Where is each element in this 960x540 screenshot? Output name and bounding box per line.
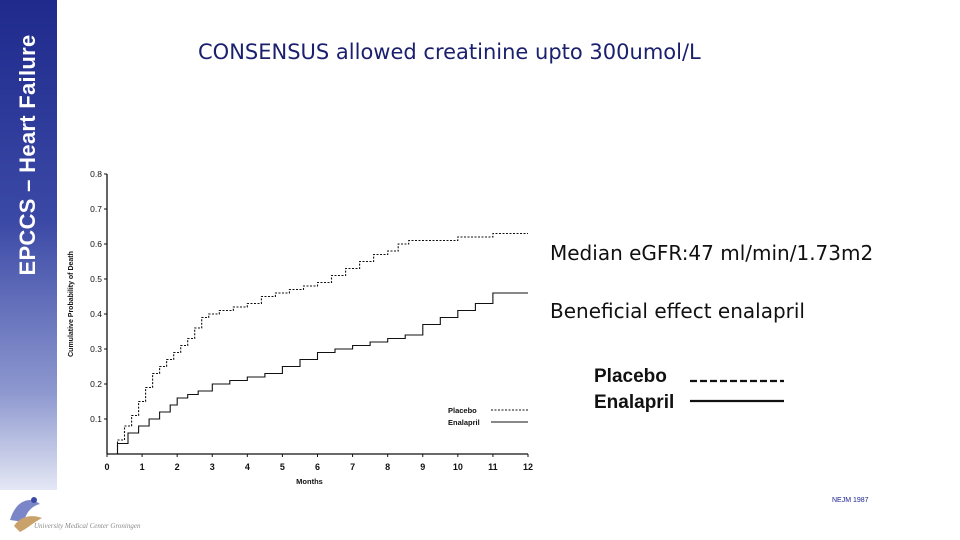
x-tick-label: 6 (315, 462, 320, 472)
y-tick-label: 0.7 (90, 204, 102, 214)
x-tick-label: 3 (210, 462, 215, 472)
legend-label-placebo: Placebo (448, 406, 477, 415)
citation: NEJM 1987 (832, 497, 869, 504)
x-tick-label: 11 (488, 462, 498, 472)
x-axis-label: Months (296, 477, 323, 486)
x-tick-label: 1 (140, 462, 145, 472)
y-tick-label: 0.4 (90, 309, 102, 319)
y-tick-label: 0.8 (90, 169, 102, 179)
survival-chart: 0.10.20.30.40.50.60.70.80 1 2 3 4 5 6 7 8 9 10 11 12… (68, 169, 533, 486)
legend-large: Placebo Enalapril (592, 366, 792, 418)
x-tick-label: 4 (245, 462, 250, 472)
y-tick-label: 0.2 (90, 379, 102, 389)
legend-large-placebo-label: Placebo (594, 366, 667, 387)
note-median-egfr: Median eGFR:47 ml/min/1.73m2 (550, 241, 874, 265)
x-tick-label: 5 (280, 462, 285, 472)
y-tick-label: 0.1 (90, 414, 102, 424)
sidebar-label: EPCCS – Heart Failure (15, 34, 40, 276)
legend-large-enalapril-line (690, 399, 784, 403)
x-tick-label: 12 (523, 462, 533, 472)
y-axis-label: Cumulative Probability of Death (68, 251, 75, 357)
x-tick-label: 0 (104, 462, 109, 472)
legend-large-placebo-line (690, 379, 784, 383)
note-beneficial-effect: Beneficial effect enalapril (550, 299, 805, 323)
x-tick-label: 7 (350, 462, 355, 472)
y-tick-label: 0.5 (90, 274, 102, 284)
legend-label-enalapril: Enalapril (448, 418, 480, 427)
x-tick-label: 8 (385, 462, 390, 472)
legend-large-enalapril-label: Enalapril (594, 392, 675, 413)
slide-title: CONSENSUS allowed creatinine upto 300umo… (198, 40, 701, 64)
x-tick-label: 2 (175, 462, 180, 472)
y-tick-label: 0.3 (90, 344, 102, 354)
y-tick-label: 0.6 (90, 239, 102, 249)
umcg-logo-icon (10, 497, 42, 532)
sidebar: EPCCS – Heart Failure (0, 0, 57, 490)
x-tick-label: 10 (453, 462, 463, 472)
series-line-enalapril (107, 292, 528, 455)
x-tick-label: 9 (420, 462, 425, 472)
institution-name: University Medical Center Groningen (34, 522, 141, 530)
